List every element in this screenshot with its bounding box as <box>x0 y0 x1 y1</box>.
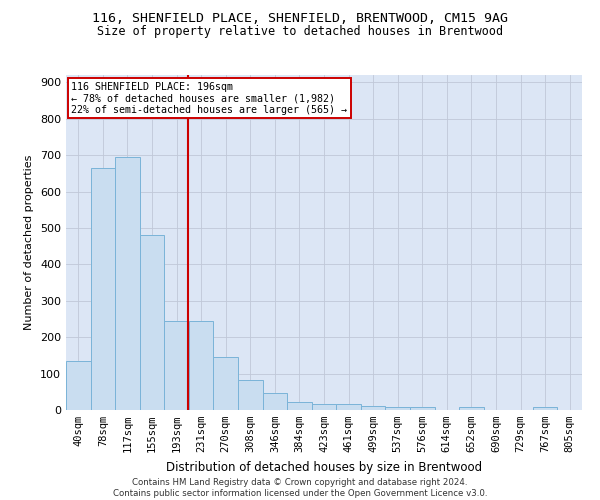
Text: 116, SHENFIELD PLACE, SHENFIELD, BRENTWOOD, CM15 9AG: 116, SHENFIELD PLACE, SHENFIELD, BRENTWO… <box>92 12 508 26</box>
Bar <box>410 407 434 410</box>
Bar <box>385 407 410 410</box>
Bar <box>164 321 189 410</box>
Bar <box>66 361 91 410</box>
Text: 116 SHENFIELD PLACE: 196sqm
← 78% of detached houses are smaller (1,982)
22% of : 116 SHENFIELD PLACE: 196sqm ← 78% of det… <box>71 82 347 115</box>
Bar <box>287 402 312 410</box>
X-axis label: Distribution of detached houses by size in Brentwood: Distribution of detached houses by size … <box>166 460 482 473</box>
Bar <box>115 157 140 410</box>
Bar <box>238 380 263 410</box>
Bar <box>214 357 238 410</box>
Bar <box>361 406 385 410</box>
Text: Contains HM Land Registry data © Crown copyright and database right 2024.
Contai: Contains HM Land Registry data © Crown c… <box>113 478 487 498</box>
Bar <box>189 321 214 410</box>
Bar <box>533 407 557 410</box>
Bar <box>263 393 287 410</box>
Bar <box>91 168 115 410</box>
Bar <box>312 404 336 410</box>
Y-axis label: Number of detached properties: Number of detached properties <box>25 155 34 330</box>
Bar <box>140 235 164 410</box>
Text: Size of property relative to detached houses in Brentwood: Size of property relative to detached ho… <box>97 25 503 38</box>
Bar <box>336 404 361 410</box>
Bar <box>459 408 484 410</box>
